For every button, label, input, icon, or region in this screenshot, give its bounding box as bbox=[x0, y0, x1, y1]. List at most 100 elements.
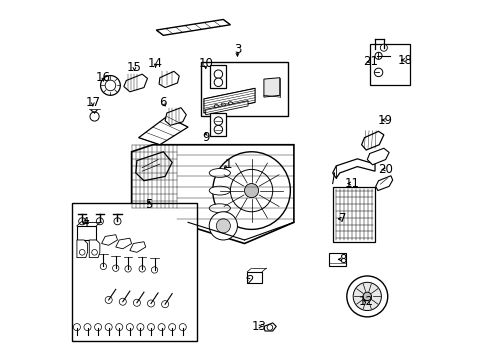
Circle shape bbox=[209, 212, 237, 240]
Polygon shape bbox=[203, 88, 255, 113]
Text: 9: 9 bbox=[202, 131, 209, 144]
Text: 21: 21 bbox=[363, 55, 378, 68]
Circle shape bbox=[216, 219, 230, 233]
Text: 4: 4 bbox=[81, 216, 89, 229]
Circle shape bbox=[158, 324, 165, 330]
Text: 18: 18 bbox=[397, 54, 411, 67]
Circle shape bbox=[133, 299, 140, 306]
Polygon shape bbox=[77, 240, 87, 258]
Text: 10: 10 bbox=[198, 57, 213, 70]
Circle shape bbox=[119, 298, 126, 305]
Text: 14: 14 bbox=[148, 57, 163, 70]
Polygon shape bbox=[131, 145, 293, 243]
Circle shape bbox=[101, 76, 120, 95]
Circle shape bbox=[79, 218, 85, 225]
Circle shape bbox=[90, 112, 99, 121]
Text: 7: 7 bbox=[338, 212, 346, 225]
Ellipse shape bbox=[214, 104, 218, 107]
Polygon shape bbox=[165, 108, 186, 125]
Ellipse shape bbox=[209, 186, 230, 195]
Circle shape bbox=[94, 324, 102, 330]
Circle shape bbox=[214, 70, 222, 78]
Ellipse shape bbox=[228, 102, 232, 104]
Circle shape bbox=[352, 282, 381, 311]
Circle shape bbox=[147, 300, 154, 307]
Polygon shape bbox=[264, 323, 276, 331]
Bar bbox=[328, 253, 346, 266]
Polygon shape bbox=[159, 71, 179, 87]
Polygon shape bbox=[102, 235, 117, 245]
Polygon shape bbox=[89, 240, 100, 258]
Text: 8: 8 bbox=[338, 253, 346, 266]
Polygon shape bbox=[123, 74, 147, 92]
Circle shape bbox=[214, 125, 222, 134]
Text: 17: 17 bbox=[85, 96, 100, 109]
Polygon shape bbox=[332, 159, 374, 178]
Circle shape bbox=[96, 218, 103, 225]
Text: 11: 11 bbox=[344, 177, 359, 190]
Bar bbox=[333, 187, 374, 242]
Text: 6: 6 bbox=[159, 96, 167, 109]
Circle shape bbox=[139, 266, 145, 272]
Circle shape bbox=[214, 78, 222, 86]
Circle shape bbox=[374, 52, 381, 59]
Text: 13: 13 bbox=[251, 320, 265, 333]
Polygon shape bbox=[136, 152, 172, 181]
Circle shape bbox=[126, 324, 133, 330]
Polygon shape bbox=[139, 117, 188, 145]
Circle shape bbox=[112, 265, 119, 271]
Ellipse shape bbox=[209, 168, 230, 177]
Bar bbox=[210, 113, 225, 136]
Circle shape bbox=[168, 324, 175, 330]
Circle shape bbox=[137, 324, 143, 330]
Circle shape bbox=[212, 152, 290, 229]
Circle shape bbox=[266, 325, 272, 330]
Circle shape bbox=[73, 324, 81, 330]
Circle shape bbox=[151, 267, 158, 273]
Circle shape bbox=[374, 68, 382, 77]
Bar bbox=[210, 66, 225, 88]
Circle shape bbox=[346, 276, 387, 317]
Polygon shape bbox=[361, 131, 383, 150]
Polygon shape bbox=[130, 242, 145, 252]
Text: 1: 1 bbox=[224, 158, 232, 171]
Circle shape bbox=[105, 80, 116, 91]
Text: 2: 2 bbox=[245, 274, 253, 287]
Polygon shape bbox=[264, 78, 279, 97]
Circle shape bbox=[100, 263, 106, 270]
Bar bbox=[201, 62, 287, 117]
Polygon shape bbox=[116, 238, 131, 249]
Circle shape bbox=[161, 301, 168, 308]
Circle shape bbox=[179, 324, 186, 330]
Circle shape bbox=[79, 249, 85, 255]
Circle shape bbox=[124, 266, 131, 272]
Circle shape bbox=[84, 324, 91, 330]
Bar bbox=[71, 203, 197, 341]
Circle shape bbox=[92, 249, 97, 255]
Text: 12: 12 bbox=[358, 295, 373, 308]
Bar bbox=[247, 272, 262, 283]
Circle shape bbox=[105, 324, 112, 330]
Circle shape bbox=[114, 218, 121, 225]
Text: 20: 20 bbox=[377, 163, 392, 176]
Bar bbox=[369, 44, 409, 85]
Circle shape bbox=[147, 324, 154, 330]
Ellipse shape bbox=[209, 204, 230, 213]
Circle shape bbox=[214, 117, 222, 125]
Text: 5: 5 bbox=[145, 198, 153, 211]
Text: 16: 16 bbox=[96, 71, 111, 84]
Polygon shape bbox=[205, 100, 247, 115]
Text: 15: 15 bbox=[127, 60, 142, 73]
Circle shape bbox=[362, 292, 371, 301]
Polygon shape bbox=[156, 19, 230, 35]
Ellipse shape bbox=[221, 103, 225, 106]
Circle shape bbox=[244, 184, 258, 198]
Circle shape bbox=[105, 296, 112, 303]
Circle shape bbox=[116, 324, 122, 330]
Text: 3: 3 bbox=[233, 43, 241, 56]
Text: 19: 19 bbox=[377, 113, 392, 126]
Circle shape bbox=[380, 44, 386, 51]
Polygon shape bbox=[375, 176, 392, 190]
Polygon shape bbox=[366, 148, 388, 165]
Polygon shape bbox=[77, 226, 96, 240]
